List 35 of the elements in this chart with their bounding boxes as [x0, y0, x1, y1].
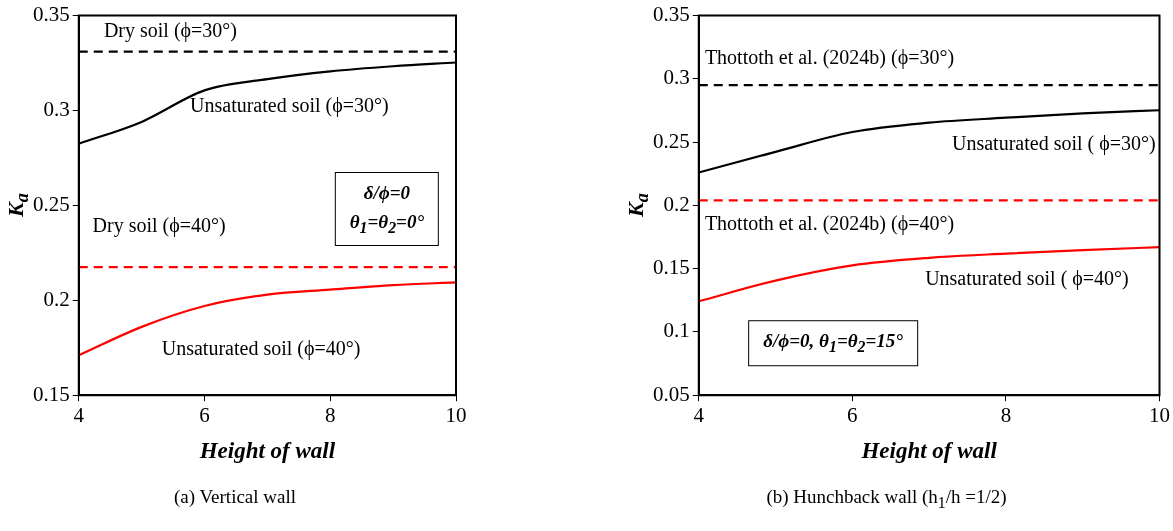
series-label: Unsaturated soil ( ϕ=30°) [952, 131, 1156, 155]
y-tick-label: 0.1 [663, 318, 690, 343]
x-tick-label: 8 [1000, 403, 1012, 428]
y-tick-label: 0.25 [653, 128, 690, 153]
y-tick-label: 0.35 [33, 2, 70, 27]
x-tick-label: 10 [1149, 403, 1170, 428]
x-tick-label: 4 [693, 403, 705, 428]
x-axis-title: Height of wall [198, 438, 336, 464]
y-tick-label: 0.25 [33, 191, 70, 216]
x-tick-label: 10 [445, 403, 467, 428]
y-tick-label: 0.35 [653, 2, 690, 27]
y-tick-label: 0.2 [663, 191, 690, 216]
text: (b) Hunchback wall (h$_{1}$/h =1/2) [766, 486, 1007, 512]
x-tick-label: 4 [73, 403, 85, 428]
annotation: Thottoth et al. (2024b) (ϕ=40°) [704, 211, 955, 235]
text: (a) Vertical wall [173, 486, 297, 508]
annotation: Thottoth et al. (2024b) (ϕ=30°) [704, 46, 955, 70]
x-axis-title: Height of wall [860, 438, 998, 464]
y-tick-label: 0.05 [653, 381, 690, 406]
y-tick-label: 0.2 [43, 286, 70, 311]
x-tick-label: 8 [325, 403, 336, 428]
x-tick-label: 6 [199, 403, 210, 428]
y-tick-label: 0.3 [663, 65, 690, 90]
series-label: Unsaturated soil (ϕ=30°) [190, 93, 389, 117]
series-label: Unsaturated soil ( ϕ=40°) [925, 267, 1129, 291]
y-tick-label: 0.15 [33, 381, 70, 406]
annotation: Dry soil (ϕ=30°) [103, 18, 238, 42]
line-series [698, 246, 1160, 303]
y-tick-label: 0.15 [653, 255, 690, 280]
series-label: Unsaturated soil (ϕ=40°) [161, 336, 361, 360]
x-tick-label: 6 [847, 403, 858, 428]
annotation: δ/ϕ=0 θ$_{1}$=θ$_{2}$=0° [334, 172, 440, 247]
annotation: δ/ϕ=0, θ$_{1}$=θ$_{2}$=15° [748, 320, 918, 367]
y-tick-label: 0.3 [43, 97, 70, 122]
annotation: Dry soil (ϕ=40°) [92, 214, 226, 238]
